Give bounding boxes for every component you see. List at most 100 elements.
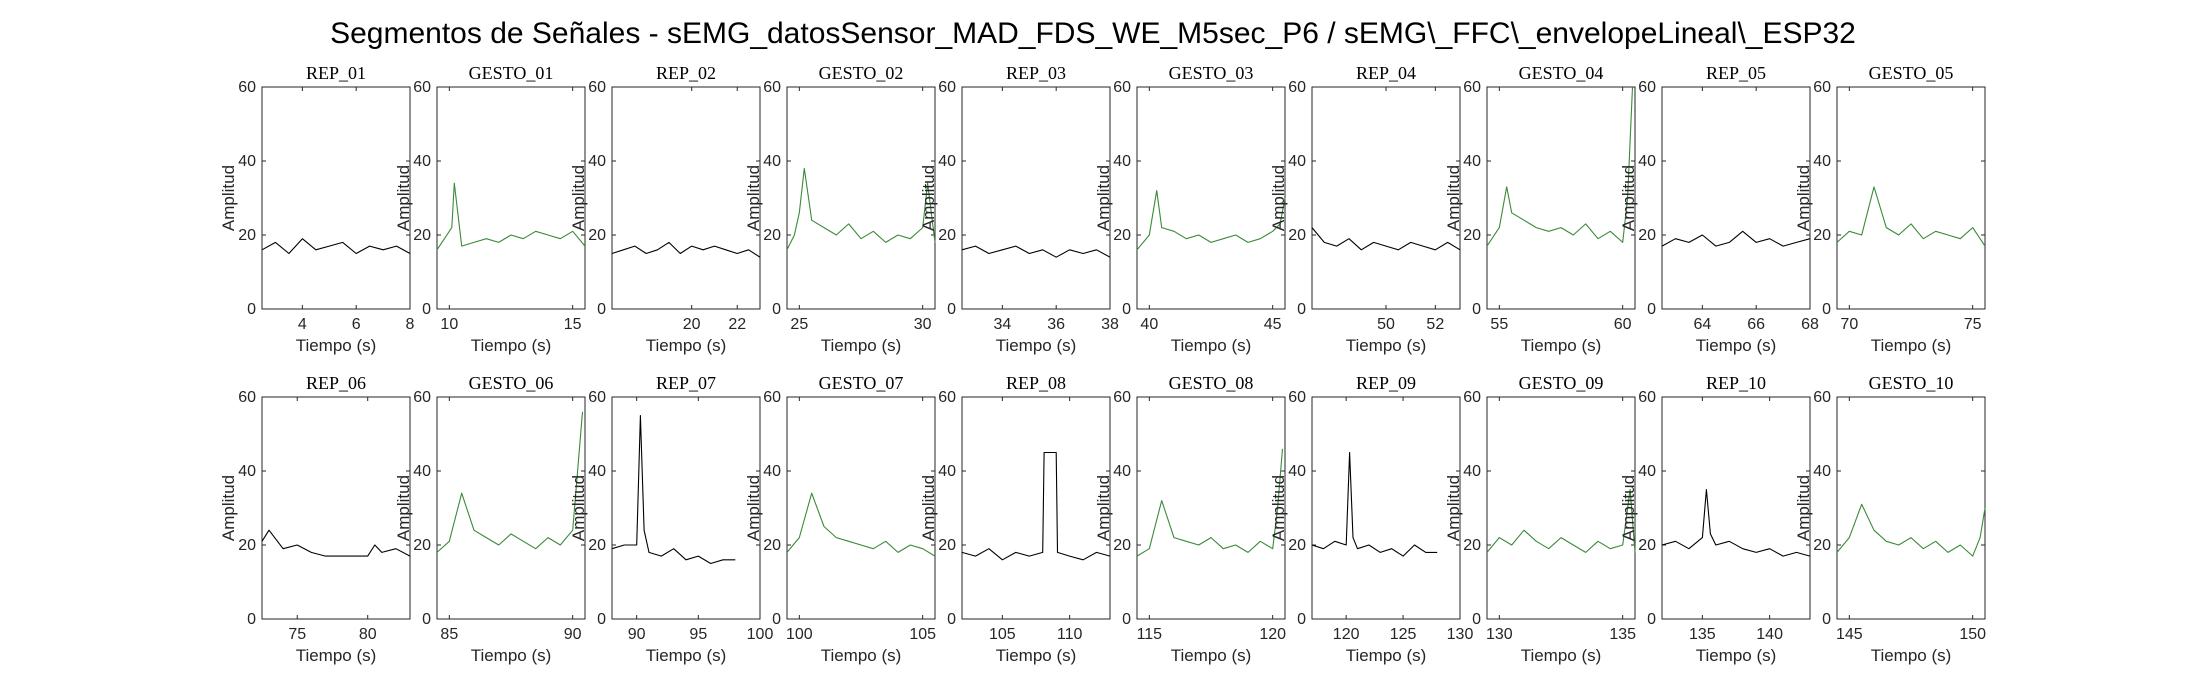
y-tick-label: 40 bbox=[1113, 463, 1131, 480]
x-tick-label: 110 bbox=[1057, 626, 1083, 643]
x-tick-label: 45 bbox=[1264, 316, 1282, 333]
y-tick-label: 60 bbox=[238, 389, 256, 406]
x-tick-label: 40 bbox=[1140, 316, 1158, 333]
subplot-title: GESTO_03 bbox=[1169, 63, 1254, 83]
y-tick-label: 20 bbox=[413, 537, 431, 554]
subplot: REP_06 0 20 40 60 75 80 Tiempo (s) Amplitud bbox=[219, 373, 411, 665]
y-tick-label: 60 bbox=[238, 79, 256, 96]
series-line bbox=[1136, 190, 1286, 251]
y-tick-label: 40 bbox=[1113, 153, 1131, 170]
x-tick-label: 140 bbox=[1756, 626, 1783, 643]
x-tick-label: 105 bbox=[909, 626, 936, 643]
y-tick-label: 20 bbox=[1813, 227, 1831, 244]
y-tick-label: 40 bbox=[763, 463, 781, 480]
subplot-title: GESTO_06 bbox=[469, 373, 554, 393]
y-tick-label: 20 bbox=[1113, 537, 1131, 554]
subplot: REP_07 0 20 40 60 90 95 100 Tiempo (s) Amplitud bbox=[569, 373, 773, 665]
y-tick-label: 60 bbox=[1463, 389, 1481, 406]
y-tick-label: 60 bbox=[588, 79, 606, 96]
y-tick-label: 40 bbox=[938, 463, 956, 480]
subplot: REP_03 0 20 40 60 34 36 38 Tiempo (s) Amplitud bbox=[919, 63, 1119, 355]
series-line bbox=[961, 451, 1111, 561]
series-line bbox=[1661, 488, 1811, 557]
axes-box bbox=[1486, 396, 1636, 620]
x-tick-label: 130 bbox=[1486, 626, 1513, 643]
x-tick-label: 36 bbox=[1047, 316, 1065, 333]
subplot-title: REP_02 bbox=[656, 63, 716, 83]
x-axis-label: Tiempo (s) bbox=[471, 336, 552, 355]
axes-box bbox=[611, 396, 761, 620]
x-tick-label: 135 bbox=[1609, 626, 1636, 643]
y-axis-label: Amplitud bbox=[919, 475, 938, 541]
series-line bbox=[961, 245, 1111, 258]
y-tick-label: 0 bbox=[1822, 301, 1831, 318]
y-tick-label: 40 bbox=[588, 463, 606, 480]
y-axis-label: Amplitud bbox=[1619, 165, 1638, 231]
y-tick-label: 40 bbox=[588, 153, 606, 170]
series-line bbox=[786, 492, 936, 557]
x-axis-label: Tiempo (s) bbox=[996, 336, 1077, 355]
x-axis-label: Tiempo (s) bbox=[1696, 646, 1777, 665]
y-tick-label: 0 bbox=[1647, 301, 1656, 318]
axes-box bbox=[436, 396, 586, 620]
y-tick-label: 20 bbox=[238, 227, 256, 244]
x-axis-label: Tiempo (s) bbox=[1171, 336, 1252, 355]
x-axis-label: Tiempo (s) bbox=[646, 336, 727, 355]
axes-box bbox=[611, 86, 761, 310]
subplot: GESTO_01 0 20 40 60 10 15 Tiempo (s) Amplitud bbox=[394, 63, 586, 355]
subplot-title: REP_09 bbox=[1356, 373, 1416, 393]
series-line bbox=[436, 411, 584, 553]
y-tick-label: 60 bbox=[763, 389, 781, 406]
x-tick-label: 135 bbox=[1689, 626, 1716, 643]
x-tick-label: 95 bbox=[689, 626, 707, 643]
subplot-title: GESTO_09 bbox=[1519, 373, 1604, 393]
subplot: REP_10 0 20 40 60 135 140 Tiempo (s) Amplitud bbox=[1619, 373, 1811, 665]
subplot: GESTO_02 0 20 40 60 25 30 Tiempo (s) Amplitud bbox=[744, 63, 936, 355]
axes-box bbox=[1836, 86, 1986, 310]
y-tick-label: 20 bbox=[1288, 537, 1306, 554]
x-axis-label: Tiempo (s) bbox=[821, 646, 902, 665]
x-tick-label: 105 bbox=[989, 626, 1016, 643]
series-line bbox=[611, 241, 761, 258]
x-tick-label: 75 bbox=[1964, 316, 1982, 333]
x-tick-label: 10 bbox=[440, 316, 458, 333]
x-tick-label: 64 bbox=[1693, 316, 1711, 333]
x-tick-label: 20 bbox=[683, 316, 701, 333]
y-tick-label: 0 bbox=[1472, 301, 1481, 318]
y-tick-label: 0 bbox=[1122, 301, 1131, 318]
y-tick-label: 20 bbox=[1638, 537, 1656, 554]
x-tick-label: 75 bbox=[288, 626, 306, 643]
x-tick-label: 130 bbox=[1447, 626, 1474, 643]
series-line bbox=[261, 238, 411, 255]
x-axis-label: Tiempo (s) bbox=[1171, 646, 1252, 665]
series-line bbox=[1836, 186, 1986, 247]
figure-title: Segmentos de Señales - sEMG_datosSensor_… bbox=[330, 17, 1856, 50]
x-axis-label: Tiempo (s) bbox=[996, 646, 1077, 665]
y-tick-label: 0 bbox=[597, 301, 606, 318]
subplot-title: REP_03 bbox=[1006, 63, 1066, 83]
y-tick-label: 40 bbox=[938, 153, 956, 170]
subplot-title: REP_10 bbox=[1706, 373, 1766, 393]
y-tick-label: 60 bbox=[413, 79, 431, 96]
y-tick-label: 40 bbox=[413, 463, 431, 480]
y-axis-label: Amplitud bbox=[1794, 165, 1813, 231]
subplot: GESTO_05 0 20 40 60 70 75 Tiempo (s) Amplitud bbox=[1794, 63, 1986, 355]
axes-box bbox=[1311, 396, 1461, 620]
axes-box bbox=[786, 396, 936, 620]
x-tick-label: 125 bbox=[1390, 626, 1417, 643]
x-tick-label: 60 bbox=[1614, 316, 1632, 333]
y-tick-label: 20 bbox=[1113, 227, 1131, 244]
subplot: GESTO_04 0 20 40 60 55 60 Tiempo (s) Amplitud bbox=[1444, 63, 1636, 355]
x-tick-label: 55 bbox=[1490, 316, 1508, 333]
x-axis-label: Tiempo (s) bbox=[821, 336, 902, 355]
y-tick-label: 60 bbox=[1113, 79, 1131, 96]
subplot: REP_04 0 20 40 60 50 52 Tiempo (s) Amplitud bbox=[1269, 63, 1461, 355]
x-tick-label: 150 bbox=[1959, 626, 1986, 643]
y-tick-label: 20 bbox=[1638, 227, 1656, 244]
x-axis-label: Tiempo (s) bbox=[646, 646, 727, 665]
y-tick-label: 0 bbox=[1472, 611, 1481, 628]
y-tick-label: 60 bbox=[763, 79, 781, 96]
y-tick-label: 0 bbox=[947, 611, 956, 628]
x-tick-label: 120 bbox=[1259, 626, 1286, 643]
